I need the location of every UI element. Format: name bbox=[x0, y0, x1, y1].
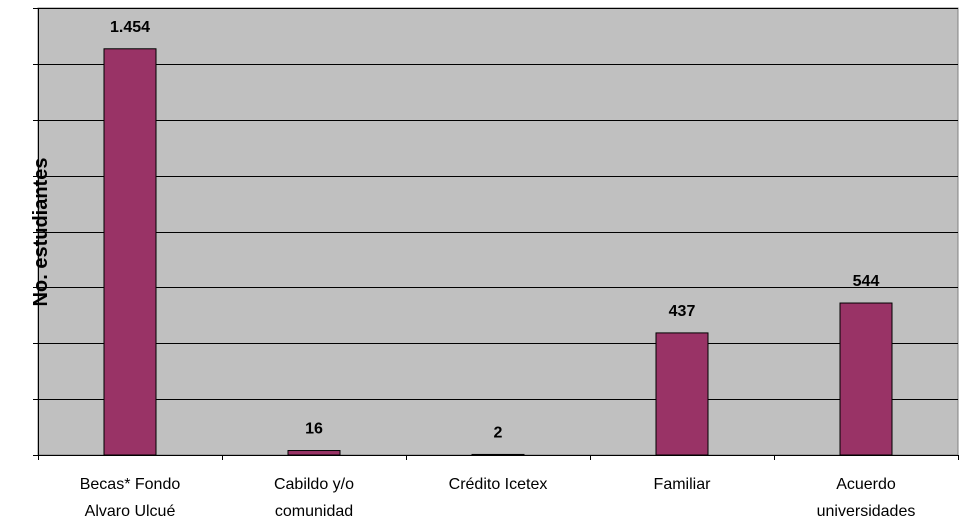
category-label: Crédito Icetex bbox=[449, 476, 548, 493]
category-label-line: Acuerdo bbox=[836, 476, 896, 493]
category-label-line: Alvaro Ulcué bbox=[85, 503, 176, 520]
category-label: Becas* Fondo Alvaro Ulcué bbox=[80, 476, 181, 520]
chart-labels: 1.454 Becas* Fondo Alvaro Ulcué 16 Cabildo y… bbox=[80, 19, 916, 520]
category-label-line: Familiar bbox=[654, 476, 712, 493]
bar bbox=[655, 332, 709, 456]
plot-background bbox=[37, 7, 959, 456]
bar bbox=[839, 302, 893, 456]
data-label: 16 bbox=[305, 421, 323, 438]
data-label: 437 bbox=[669, 303, 696, 320]
category-label: Cabildo y/o comunidad bbox=[274, 476, 354, 520]
category-label: Acuerdo universidades bbox=[817, 476, 916, 520]
data-label: 1.454 bbox=[110, 19, 150, 36]
chart-marks bbox=[103, 48, 893, 456]
bar bbox=[287, 450, 341, 456]
bar bbox=[471, 453, 525, 456]
data-label: 2 bbox=[494, 424, 503, 441]
plot-area bbox=[33, 7, 959, 460]
category-label-line: Crédito Icetex bbox=[449, 476, 548, 493]
bar bbox=[103, 48, 157, 456]
category-label-line: universidades bbox=[817, 503, 916, 520]
category-label-line: Cabildo y/o bbox=[274, 476, 354, 493]
data-label: 544 bbox=[853, 273, 880, 290]
y-axis-title: No. estudiantes bbox=[30, 158, 52, 307]
category-label-line: comunidad bbox=[275, 503, 353, 520]
category-label: Familiar bbox=[654, 476, 712, 493]
category-label-line: Becas* Fondo bbox=[80, 476, 181, 493]
